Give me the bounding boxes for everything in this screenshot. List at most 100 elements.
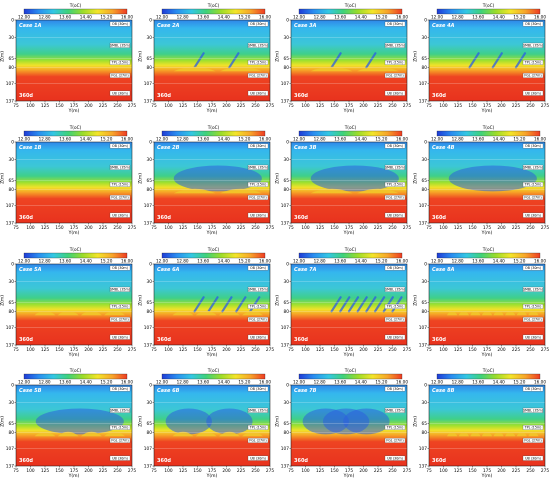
x-tick-label: 225 — [99, 225, 107, 231]
colorbar-tick-label: 12.00 — [156, 15, 168, 20]
y-tick-label: 80 — [9, 430, 15, 436]
layer-label-box — [522, 456, 543, 461]
x-tick-label: 125 — [316, 347, 324, 353]
layer-label: OB (30m) — [387, 144, 403, 148]
x-tick-label: 75 — [426, 225, 432, 231]
colorbar-tick-label: 12.00 — [431, 258, 443, 263]
warm-bump — [481, 432, 492, 437]
y-tick-label: 137 — [143, 342, 151, 348]
layer-label-box — [384, 42, 406, 48]
case-label: Case 1A — [19, 23, 42, 29]
colorbar-tick-label: 14.40 — [80, 380, 92, 385]
colorbar-tick-label: 12.00 — [18, 15, 30, 20]
layer-label: UB (30m) — [250, 213, 266, 217]
y-tick-label: 107 — [281, 203, 289, 209]
layer-label-box — [247, 164, 268, 170]
colorbar-tick-label: 15.20 — [513, 15, 525, 20]
layer-label: UB (30m) — [387, 457, 403, 461]
x-tick-label: 275 — [540, 468, 548, 474]
x-tick-label: 250 — [526, 225, 534, 231]
y-tick-label: 0 — [11, 383, 14, 389]
colorbar — [436, 8, 540, 15]
layer-label-box — [247, 408, 268, 413]
colorbar-tick-label: 15.20 — [100, 380, 112, 385]
x-tick-label: 75 — [151, 347, 157, 353]
x-tick-label: 200 — [359, 103, 367, 109]
y-tick-label: 80 — [421, 430, 427, 436]
case-label: Case 6A — [157, 267, 180, 273]
y-tick-label: 0 — [424, 18, 427, 24]
layer-label-box — [247, 456, 268, 461]
x-axis-label: Y(m) — [343, 473, 355, 479]
layer-label-box — [109, 60, 131, 65]
colorbar-tick-label: 12.80 — [176, 15, 188, 20]
layer-label: FGL (27m) — [111, 317, 128, 321]
colorbar-tick-label: 15.20 — [513, 258, 525, 263]
colorbar-tick-label: 12.00 — [293, 380, 305, 385]
x-tick-label: 125 — [453, 225, 461, 231]
colorbar-tick-label: 16.00 — [259, 136, 271, 141]
layer-label: TPL (15m) — [111, 304, 129, 308]
layer-label: FGL (27m) — [249, 74, 266, 78]
x-tick-label: 100 — [301, 103, 309, 109]
layer-label: UB (30m) — [525, 335, 541, 339]
x-tick-label: 150 — [468, 468, 476, 474]
y-tick-label: 80 — [284, 187, 290, 193]
y-axis-label: Z(m) — [0, 172, 6, 183]
colorbar-tick-label: 12.80 — [451, 15, 463, 20]
x-tick-label: 200 — [84, 103, 92, 109]
x-tick-label: 175 — [345, 225, 353, 231]
fracture-band — [365, 52, 377, 69]
x-tick-label: 100 — [26, 347, 34, 353]
x-tick-label: 175 — [207, 103, 215, 109]
colorbar-tick-label: 16.00 — [259, 258, 271, 263]
y-axis-label: Z(m) — [138, 294, 144, 305]
layer-label-box — [109, 73, 131, 78]
y-tick-label: 80 — [9, 65, 15, 71]
colorbar-tick-label: 15.20 — [375, 15, 387, 20]
y-tick-label: 107 — [143, 324, 151, 330]
colorbar-tick-label: 16.00 — [534, 15, 546, 20]
x-tick-label: 100 — [26, 225, 34, 231]
warm-bump — [504, 310, 515, 315]
time-label: 360d — [432, 337, 446, 343]
colorbar-tick-label: 13.60 — [197, 136, 209, 141]
y-tick-label: 30 — [421, 157, 427, 163]
x-tick-label: 100 — [164, 225, 172, 231]
case-label: Case 7A — [294, 267, 317, 273]
colorbar-tick-label: 12.00 — [156, 258, 168, 263]
colorbar — [161, 374, 265, 380]
layer-label: OB (30m) — [387, 22, 403, 26]
y-tick-label: 0 — [11, 261, 14, 267]
warm-bump — [516, 310, 527, 315]
colorbar — [298, 252, 403, 258]
x-tick-label: 100 — [301, 225, 309, 231]
y-tick-label: 80 — [146, 430, 152, 436]
x-axis-label: Y(m) — [68, 230, 80, 236]
x-tick-label: 125 — [178, 468, 186, 474]
layer-label: SMBL (35m) — [110, 165, 130, 169]
colorbar — [23, 374, 128, 380]
layer-label-box — [247, 316, 268, 322]
x-tick-label: 275 — [403, 468, 411, 474]
layer-label-box — [384, 73, 406, 78]
y-tick-label: 30 — [9, 400, 15, 406]
colorbar-title: T(oC) — [206, 368, 219, 374]
y-tick-label: 80 — [146, 65, 152, 71]
layer-label-box — [109, 265, 131, 270]
warm-bump — [446, 310, 457, 315]
y-axis-label: Z(m) — [413, 172, 419, 183]
colorbar — [298, 374, 403, 380]
x-tick-label: 275 — [540, 347, 548, 353]
time-label: 360d — [432, 458, 446, 464]
colorbar — [298, 130, 403, 136]
fracture-band — [192, 295, 205, 312]
x-tick-label: 275 — [128, 225, 136, 231]
layer-label-box — [522, 438, 543, 444]
cool-plume — [173, 165, 262, 192]
time-label: 360d — [157, 215, 171, 221]
colorbar-tick-label: 16.00 — [396, 15, 408, 20]
layer-label: FGL (27m) — [386, 74, 403, 78]
colorbar-tick-label: 15.20 — [238, 380, 250, 385]
y-tick-label: 30 — [146, 279, 152, 285]
